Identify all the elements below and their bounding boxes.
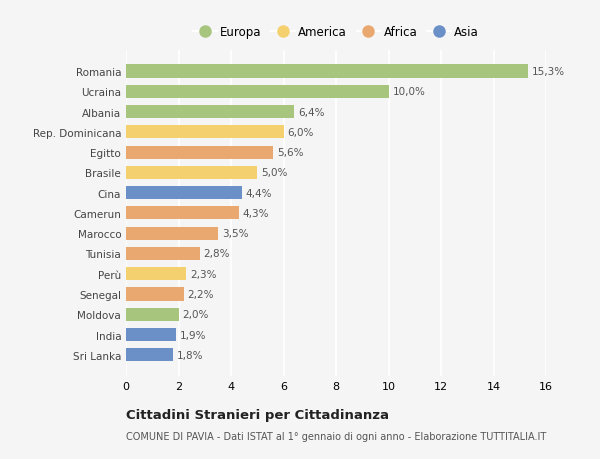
Text: 15,3%: 15,3% bbox=[532, 67, 565, 77]
Legend: Europa, America, Africa, Asia: Europa, America, Africa, Asia bbox=[191, 24, 481, 41]
Text: 2,2%: 2,2% bbox=[188, 289, 214, 299]
Bar bbox=[126, 167, 257, 179]
Text: 5,6%: 5,6% bbox=[277, 148, 304, 158]
Text: 6,4%: 6,4% bbox=[298, 107, 325, 118]
Text: 4,4%: 4,4% bbox=[245, 188, 272, 198]
Bar bbox=[126, 106, 294, 119]
Text: 1,8%: 1,8% bbox=[177, 350, 203, 360]
Text: 10,0%: 10,0% bbox=[392, 87, 425, 97]
Text: COMUNE DI PAVIA - Dati ISTAT al 1° gennaio di ogni anno - Elaborazione TUTTITALI: COMUNE DI PAVIA - Dati ISTAT al 1° genna… bbox=[126, 431, 546, 442]
Text: 2,8%: 2,8% bbox=[203, 249, 230, 259]
Text: 3,5%: 3,5% bbox=[222, 229, 248, 239]
Bar bbox=[126, 268, 187, 280]
Bar bbox=[126, 328, 176, 341]
Bar bbox=[126, 85, 389, 99]
Text: Cittadini Stranieri per Cittadinanza: Cittadini Stranieri per Cittadinanza bbox=[126, 409, 389, 421]
Bar bbox=[126, 288, 184, 301]
Bar bbox=[126, 126, 284, 139]
Bar bbox=[126, 207, 239, 220]
Text: 1,9%: 1,9% bbox=[180, 330, 206, 340]
Text: 2,3%: 2,3% bbox=[190, 269, 217, 279]
Bar bbox=[126, 65, 527, 78]
Bar bbox=[126, 187, 241, 200]
Bar bbox=[126, 227, 218, 240]
Text: 6,0%: 6,0% bbox=[287, 128, 314, 138]
Bar bbox=[126, 146, 273, 159]
Bar bbox=[126, 348, 173, 362]
Text: 5,0%: 5,0% bbox=[261, 168, 287, 178]
Text: 4,3%: 4,3% bbox=[243, 208, 269, 218]
Bar bbox=[126, 308, 179, 321]
Text: 2,0%: 2,0% bbox=[182, 309, 209, 319]
Bar bbox=[126, 247, 199, 260]
